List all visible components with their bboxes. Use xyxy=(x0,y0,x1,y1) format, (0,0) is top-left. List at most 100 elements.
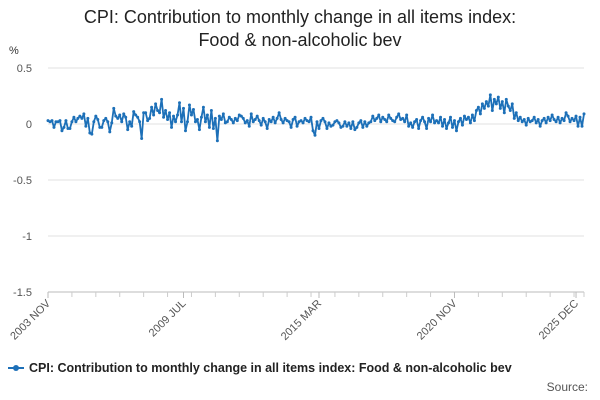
data-point xyxy=(560,116,564,120)
data-point xyxy=(482,106,486,110)
data-point xyxy=(181,106,185,110)
data-point xyxy=(70,120,74,124)
x-axis: 2003 NOV 2009 JUL 2015 MAR 2020 NOV 2025 DEC xyxy=(8,292,585,343)
data-point xyxy=(452,119,456,123)
data-point xyxy=(183,129,187,133)
data-point xyxy=(359,119,363,123)
data-point xyxy=(160,97,164,101)
data-point xyxy=(283,116,287,120)
data-point xyxy=(486,104,490,108)
data-point xyxy=(174,120,178,124)
data-point xyxy=(357,121,361,125)
data-point xyxy=(82,112,86,116)
data-point xyxy=(385,120,389,124)
data-point xyxy=(154,102,158,106)
data-point xyxy=(68,126,72,130)
data-point xyxy=(512,116,516,120)
data-point xyxy=(225,120,229,124)
data-point xyxy=(148,116,152,120)
data-point xyxy=(110,121,114,125)
data-point xyxy=(130,124,134,128)
data-point xyxy=(267,118,271,122)
data-point xyxy=(136,115,140,119)
data-point xyxy=(582,112,586,116)
data-point xyxy=(415,118,419,122)
data-point xyxy=(580,124,584,128)
data-point xyxy=(108,130,112,134)
data-point xyxy=(450,125,454,129)
data-point xyxy=(536,118,540,122)
data-point xyxy=(205,113,209,117)
data-point xyxy=(526,116,530,120)
chart-title: CPI: Contribution to monthly change in a… xyxy=(0,6,600,52)
data-point xyxy=(178,101,182,105)
data-point xyxy=(427,116,431,120)
data-point xyxy=(197,128,201,132)
data-point xyxy=(472,119,476,123)
data-point xyxy=(421,115,425,119)
data-point xyxy=(164,109,168,113)
data-point xyxy=(562,119,566,123)
data-point xyxy=(498,106,502,110)
data-point xyxy=(215,139,219,143)
data-point xyxy=(508,109,512,113)
data-point xyxy=(303,116,307,120)
data-point xyxy=(201,105,205,109)
data-point xyxy=(80,116,84,120)
data-point xyxy=(337,121,341,125)
data-point xyxy=(315,120,319,124)
data-point xyxy=(570,116,574,120)
data-point xyxy=(480,102,484,106)
data-point xyxy=(518,115,522,119)
data-point xyxy=(395,115,399,119)
data-point xyxy=(576,124,580,128)
data-point xyxy=(468,121,472,125)
data-point xyxy=(243,121,247,125)
data-point xyxy=(253,118,257,122)
y-tick-label: 0 xyxy=(26,119,32,131)
data-point xyxy=(94,114,98,118)
data-point xyxy=(353,128,357,132)
data-point xyxy=(219,118,223,122)
data-point xyxy=(319,119,323,123)
data-point xyxy=(351,120,355,124)
data-point xyxy=(411,125,415,129)
chart-title-line-2: Food & non-alcoholic bev xyxy=(198,30,402,50)
data-point xyxy=(207,125,211,129)
legend-line-marker-icon xyxy=(8,363,24,373)
data-point xyxy=(317,126,321,130)
data-point xyxy=(72,115,76,119)
data-point xyxy=(568,120,572,124)
legend[interactable]: CPI: Contribution to monthly change in a… xyxy=(8,361,512,375)
data-point xyxy=(291,118,295,122)
data-point xyxy=(556,115,560,119)
data-point xyxy=(522,118,526,122)
data-point xyxy=(293,115,297,119)
data-point xyxy=(484,100,488,104)
data-point xyxy=(191,107,195,111)
data-point xyxy=(241,116,245,120)
data-point xyxy=(443,118,447,122)
data-point xyxy=(76,116,80,120)
data-point xyxy=(213,116,217,120)
data-point xyxy=(168,111,172,115)
data-point xyxy=(387,113,391,117)
data-point xyxy=(221,112,225,116)
data-point xyxy=(287,120,291,124)
data-point xyxy=(166,118,170,122)
data-point xyxy=(265,126,269,130)
data-point xyxy=(52,125,56,129)
data-point xyxy=(309,115,313,119)
data-point xyxy=(321,116,325,120)
data-point xyxy=(435,119,439,123)
data-point xyxy=(279,118,283,122)
data-point xyxy=(114,114,118,118)
data-point xyxy=(281,121,285,125)
data-point xyxy=(389,116,393,120)
data-point xyxy=(407,124,411,128)
data-point xyxy=(138,120,142,124)
data-point xyxy=(263,120,267,124)
data-point xyxy=(502,111,506,115)
data-point xyxy=(377,113,381,117)
